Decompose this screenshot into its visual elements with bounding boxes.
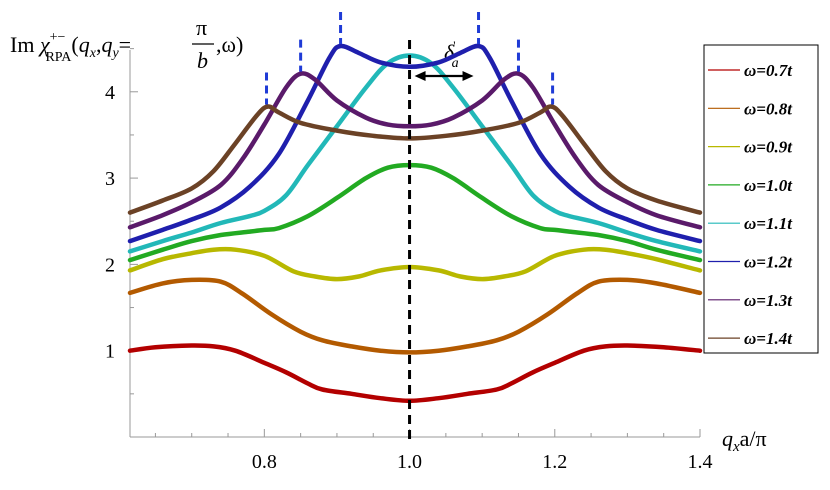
legend-label-7: ω=1.3t [744, 291, 793, 310]
delta-annotation: δ' a [444, 38, 459, 71]
legend-label-2: ω=0.8t [744, 99, 793, 118]
x-tick-label: 1.4 [688, 451, 713, 473]
legend-label-6: ω=1.2t [744, 253, 793, 272]
delta-arrow-head-right [462, 71, 474, 81]
legend: ω=0.7t ω=0.8t ω=0.9t ω=1.0t ω=1.1t ω=1.2t ω=1.… [703, 44, 819, 354]
delta-arrow-head-left [414, 71, 426, 81]
y-tick-label: 3 [105, 168, 115, 190]
series-line-3 [127, 246, 703, 282]
legend-label-5: ω=1.1t [744, 214, 793, 233]
legend-label-8: ω=1.4t [744, 329, 793, 348]
x-tick-label: 1.2 [542, 451, 567, 473]
y-label-frac-num: π [196, 15, 207, 40]
x-tick-label: 0.8 [252, 451, 277, 473]
y-tick-label: 2 [105, 254, 115, 276]
series-line-7 [127, 71, 703, 230]
series-line-5 [127, 53, 703, 254]
y-tick-label: 4 [105, 82, 115, 104]
legend-label-4: ω=1.0t [744, 176, 793, 195]
series-line-2 [127, 277, 703, 355]
legend-label-1: ω=0.7t [744, 61, 793, 80]
x-tick-label: 1.0 [397, 451, 422, 473]
legend-frame [703, 44, 819, 354]
y-label-frac-den: b [197, 48, 208, 73]
overlay-markers [265, 12, 555, 445]
x-axis-label: qxa/π [722, 426, 767, 455]
legend-label-3: ω=0.9t [744, 138, 793, 157]
y-tick-label: 1 [105, 341, 115, 363]
series-line-6 [127, 43, 703, 244]
y-axis-label: Im χ+− RPA(qx,qy= [10, 30, 131, 65]
axes: 0.8 1.0 1.2 1.4 1 2 3 4 [105, 48, 713, 473]
y-label-tail: ,ω) [216, 32, 243, 57]
series-lines [127, 43, 703, 404]
